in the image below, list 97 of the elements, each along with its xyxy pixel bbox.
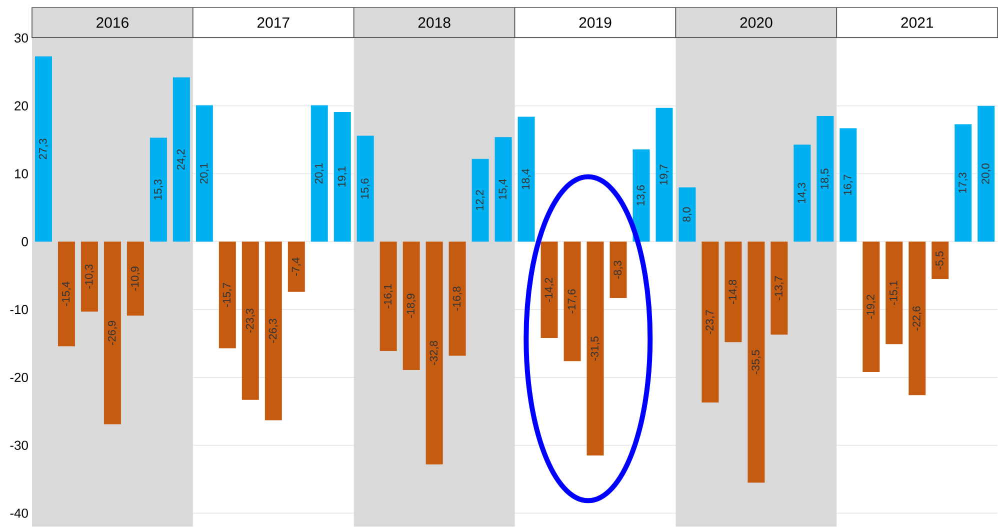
data-label: 8,0 [682, 207, 692, 222]
bar [448, 242, 466, 356]
data-label: 17,3 [958, 172, 968, 193]
data-label: -18,9 [406, 294, 416, 318]
data-label: 20,1 [314, 163, 324, 184]
bar [678, 187, 696, 242]
bar [724, 242, 742, 342]
y-tick-label: 20 [14, 101, 28, 111]
y-tick-label: 0 [22, 237, 28, 246]
data-label: -32,8 [430, 341, 439, 366]
bar [356, 136, 374, 242]
text: 2016 [96, 17, 128, 28]
bar [656, 108, 673, 242]
bar [264, 242, 282, 420]
bar [402, 242, 420, 370]
data-label: 20,1 [200, 163, 209, 184]
data-label: 13,6 [636, 185, 646, 206]
bar [218, 242, 236, 348]
bar [380, 242, 397, 352]
data-label: -17,6 [568, 289, 577, 314]
bar [886, 242, 903, 344]
data-label: 20,0 [982, 164, 991, 184]
bar [954, 124, 972, 242]
data-label: -7,4 [292, 258, 301, 276]
data-label: -10,3 [84, 264, 94, 289]
bar [126, 242, 144, 316]
y-tick-label: -30 [10, 440, 28, 450]
data-label: -15,7 [222, 283, 232, 308]
bar [702, 242, 719, 403]
y-tick-label: -10 [10, 305, 28, 314]
data-label: 15,6 [360, 178, 370, 199]
bar [494, 137, 512, 242]
bar [80, 242, 98, 312]
data-label: -16,8 [452, 286, 462, 311]
data-label: 16,7 [844, 174, 853, 195]
y-tick-label: -20 [10, 372, 28, 382]
data-label: -26,3 [268, 318, 278, 344]
data-label: -23,7 [706, 310, 715, 334]
data-label: 19,7 [660, 164, 669, 185]
bar [816, 116, 834, 242]
bar [932, 242, 949, 280]
data-label: -15,4 [62, 282, 71, 306]
bar [770, 242, 788, 335]
bar [978, 106, 995, 242]
data-label: -14,2 [544, 278, 554, 302]
data-label: -31,5 [590, 336, 600, 361]
bar [196, 105, 213, 242]
text: 2019 [579, 17, 612, 28]
bar [242, 242, 259, 400]
data-label: 27,3 [38, 138, 48, 160]
bar [426, 242, 443, 464]
data-label: 15,3 [154, 180, 163, 200]
data-label: -13,7 [774, 276, 784, 300]
bar [334, 112, 351, 242]
data-label: -23,3 [246, 308, 255, 333]
data-label: 12,2 [476, 190, 485, 210]
data-label: -26,9 [108, 321, 118, 346]
data-label: 18,4 [522, 168, 531, 190]
data-label: -35,5 [752, 350, 761, 374]
text: 2021 [901, 17, 934, 28]
bar [288, 242, 305, 292]
data-label: -22,6 [912, 306, 922, 331]
bar [610, 242, 627, 298]
bar [862, 242, 880, 372]
bar [540, 242, 558, 338]
bar [172, 77, 190, 242]
y-tick-label: 10 [14, 169, 28, 178]
bar [518, 116, 535, 242]
data-label: 24,2 [176, 149, 186, 170]
data-label: -15,1 [890, 281, 899, 306]
y-tick-label: -40 [10, 508, 28, 518]
bar [34, 56, 52, 242]
bar [58, 242, 75, 346]
bar [310, 105, 328, 242]
y-tick-label: 30 [14, 33, 28, 43]
bar [908, 242, 926, 396]
bar [104, 242, 121, 424]
data-label: -19,2 [866, 294, 876, 319]
bar [840, 128, 857, 242]
text: 2018 [418, 17, 450, 28]
bar [748, 242, 765, 483]
bar [472, 158, 489, 242]
data-label: 14,3 [798, 183, 807, 204]
data-label: 15,4 [498, 179, 508, 200]
bar [150, 138, 167, 242]
data-label: -10,9 [130, 266, 140, 291]
bar [564, 242, 581, 362]
data-label: -5,5 [936, 251, 945, 270]
text: 2020 [740, 17, 772, 28]
data-label: -16,1 [384, 284, 393, 308]
bar [586, 242, 604, 456]
text: 2017 [257, 17, 290, 28]
data-label: -14,8 [728, 280, 738, 304]
data-label: 19,1 [338, 166, 347, 187]
data-label: 18,5 [820, 168, 830, 189]
bar [794, 144, 811, 242]
data-label: -8,3 [614, 260, 623, 279]
